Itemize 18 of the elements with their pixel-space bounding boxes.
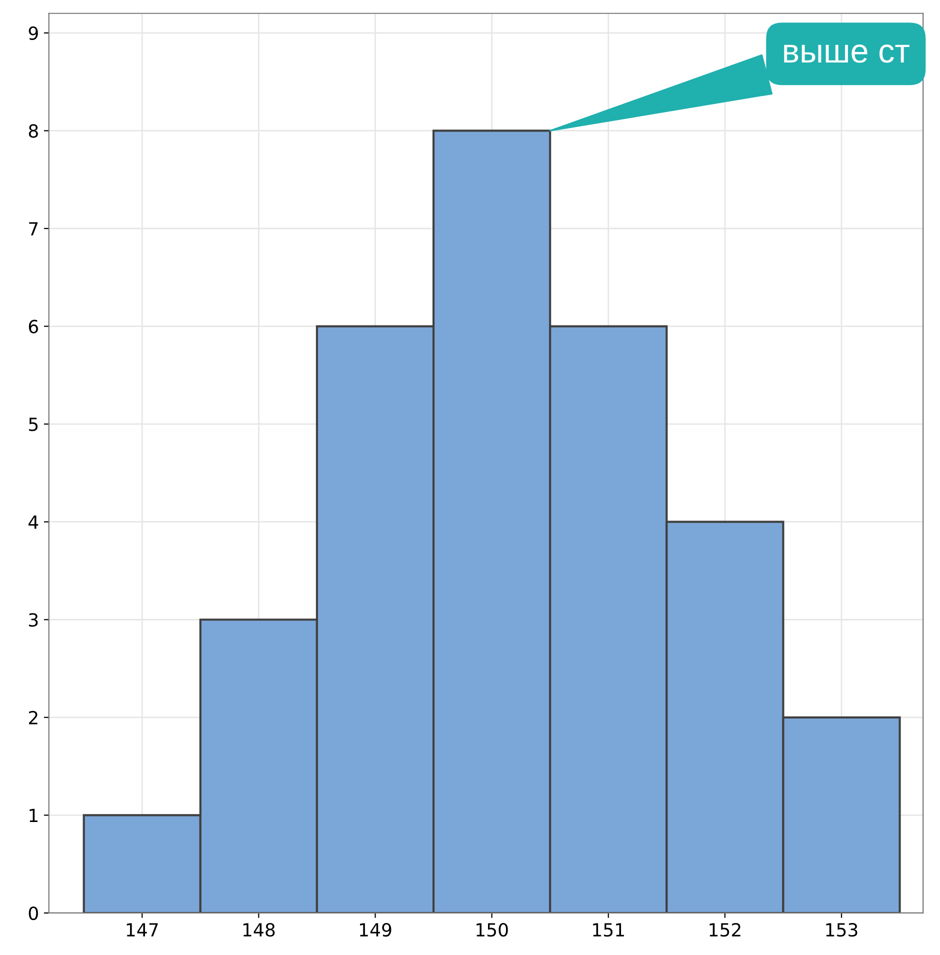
- y-tick-label: 1: [30, 808, 38, 822]
- x-tick-label: 153: [826, 923, 858, 937]
- y-tick-label: 0: [28, 906, 38, 920]
- x-tick-label: 147: [126, 923, 158, 936]
- y-tick-label: 4: [28, 516, 38, 529]
- y-tick-label: 8: [28, 124, 38, 138]
- x-tick-label: 149: [360, 923, 392, 937]
- y-tick-label: 6: [28, 320, 38, 334]
- x-tick-label: 152: [710, 923, 740, 937]
- y-tick-label: 3: [29, 613, 38, 627]
- annotation: выше ст: [784, 44, 910, 63]
- x-tick-label: 150: [476, 923, 508, 937]
- y-tick-label: 9: [28, 26, 38, 40]
- y-tick-label: 5: [29, 418, 38, 432]
- x-tick-label: 148: [243, 923, 275, 937]
- x-tick-label: 151: [593, 923, 624, 937]
- y-tick-label: 7: [29, 222, 38, 236]
- y-tick-label: 2: [28, 710, 38, 724]
